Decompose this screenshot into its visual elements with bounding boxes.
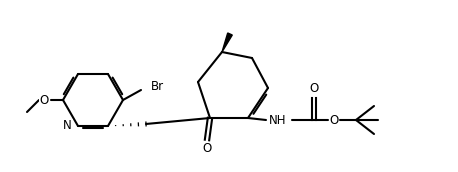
Text: N: N xyxy=(63,120,72,132)
Text: O: O xyxy=(39,94,49,106)
Text: O: O xyxy=(329,114,338,126)
Text: Br: Br xyxy=(151,79,164,93)
Polygon shape xyxy=(222,33,232,52)
Text: NH: NH xyxy=(269,114,287,126)
Text: O: O xyxy=(202,142,212,155)
Text: O: O xyxy=(309,83,319,95)
